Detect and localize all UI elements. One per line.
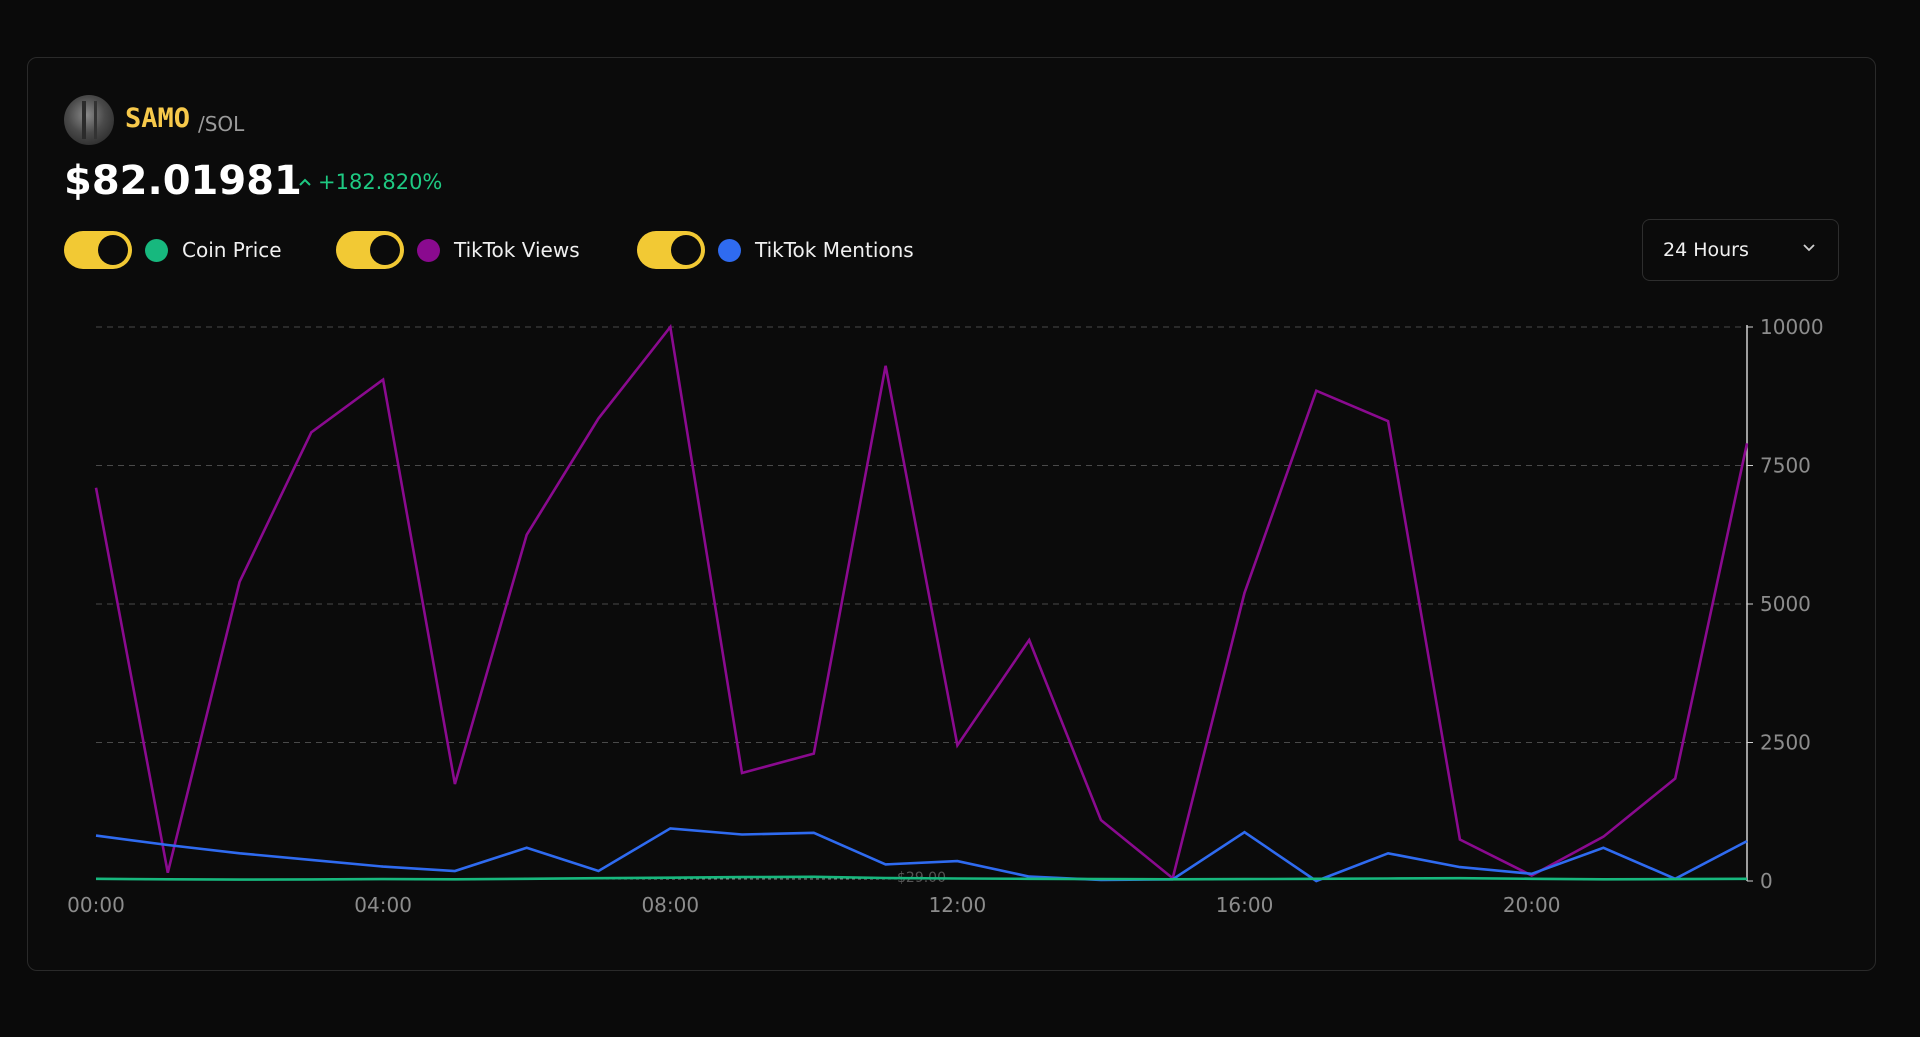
time-range-select[interactable]: 24 Hours [1642, 219, 1839, 281]
legend-tiktok-views[interactable]: TikTok Views [336, 231, 580, 269]
tiktok-mentions-color-dot [718, 238, 741, 262]
time-range-value: 24 Hours [1663, 239, 1749, 261]
price-change: +182.820% [298, 170, 442, 194]
legend-coin-price[interactable]: Coin Price [64, 231, 282, 269]
x-tick-label: 20:00 [1503, 893, 1561, 917]
arrow-up-icon [299, 178, 311, 186]
y-tick-label: 7500 [1760, 454, 1811, 478]
y-tick-label: 2500 [1760, 731, 1811, 755]
series-line-tiktok-views [94, 323, 1749, 881]
coin-price-color-dot [145, 238, 168, 262]
tiktok-views-color-dot [417, 238, 440, 262]
tiktok-mentions-toggle[interactable] [637, 231, 705, 269]
chevron-down-icon [1803, 244, 1815, 252]
coin-price-toggle[interactable] [64, 231, 132, 269]
y-tick-label: 5000 [1760, 592, 1811, 616]
y-tick-label: 10000 [1760, 315, 1824, 339]
price-change-value: +182.820% [318, 170, 443, 194]
x-tick-label: 08:00 [641, 893, 699, 917]
y-tick-label: 0 [1760, 869, 1773, 893]
x-tick-label: 16:00 [1216, 893, 1274, 917]
x-tick-label: 04:00 [354, 893, 412, 917]
series-line-coin-price [95, 875, 1748, 881]
legend-tiktok-mentions[interactable]: TikTok Mentions [637, 231, 914, 269]
x-tick-label: 00:00 [67, 893, 125, 917]
token-pair: /SOL [198, 112, 245, 136]
current-price: $82.01981 [64, 158, 302, 204]
tiktok-views-toggle[interactable] [336, 231, 404, 269]
token-symbol: SAMO [125, 103, 191, 134]
legend-label: Coin Price [182, 238, 282, 262]
x-tick-label: 12:00 [929, 893, 987, 917]
series-line-tiktok-mentions [95, 827, 1748, 883]
chart-card [27, 57, 1876, 971]
legend-label: TikTok Views [454, 238, 580, 262]
legend-label: TikTok Mentions [755, 238, 914, 262]
samo-avatar-icon [64, 95, 114, 145]
